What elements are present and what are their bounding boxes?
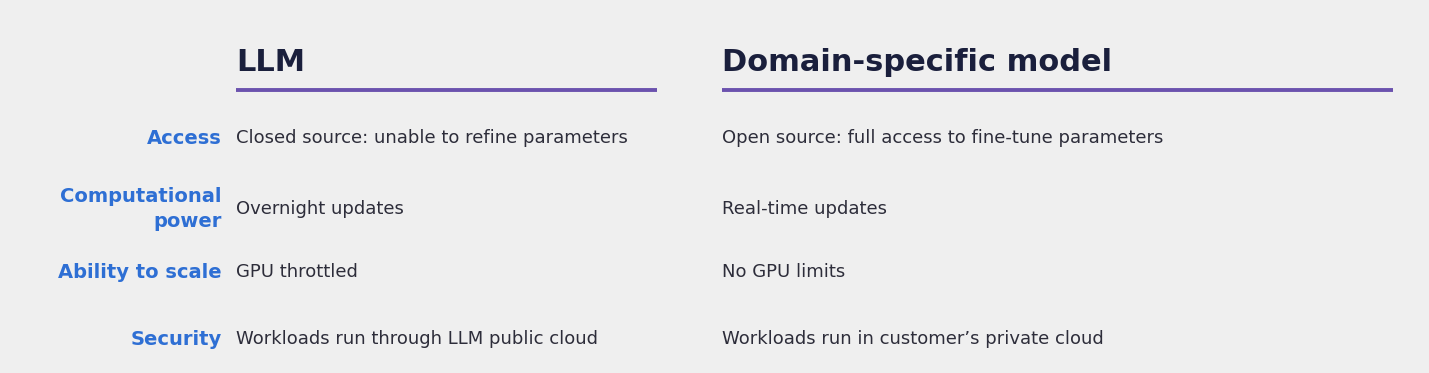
Text: Security: Security [130, 330, 221, 349]
Text: No GPU limits: No GPU limits [722, 263, 845, 281]
Text: Access: Access [147, 129, 221, 147]
Text: Closed source: unable to refine parameters: Closed source: unable to refine paramete… [236, 129, 627, 147]
Text: GPU throttled: GPU throttled [236, 263, 357, 281]
Text: Ability to scale: Ability to scale [57, 263, 221, 282]
Text: Open source: full access to fine-tune parameters: Open source: full access to fine-tune pa… [722, 129, 1163, 147]
Text: LLM: LLM [236, 48, 304, 78]
Text: Domain-specific model: Domain-specific model [722, 48, 1112, 78]
Text: Overnight updates: Overnight updates [236, 200, 403, 218]
Text: Computational
power: Computational power [60, 187, 221, 231]
Text: Workloads run through LLM public cloud: Workloads run through LLM public cloud [236, 330, 597, 348]
Text: Real-time updates: Real-time updates [722, 200, 886, 218]
Text: Workloads run in customer’s private cloud: Workloads run in customer’s private clou… [722, 330, 1103, 348]
